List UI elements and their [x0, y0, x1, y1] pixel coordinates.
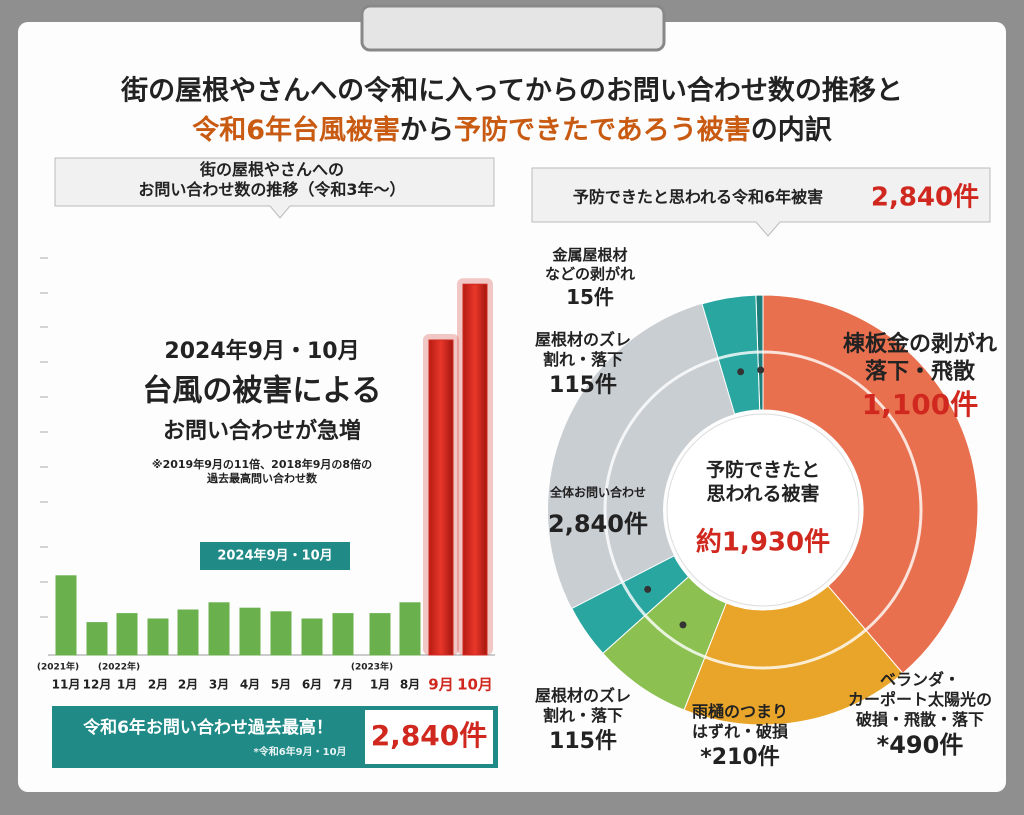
bar	[116, 613, 138, 656]
segment-value: 15件	[566, 285, 614, 309]
right-header-value: 2,840件	[871, 183, 979, 213]
annotation-sub: お問い合わせが急増	[163, 418, 361, 444]
x-tick-label: 11月	[52, 678, 81, 692]
title-part: 令和6年台風被害	[192, 114, 400, 146]
x-tick-label: 12月	[83, 678, 112, 692]
x-tick-label: 8月	[400, 678, 420, 692]
total-value: 2,840件	[548, 510, 648, 538]
x-tick-label: 9月	[428, 676, 453, 694]
segment-value: *210件	[700, 745, 779, 770]
x-tick-label: 2月	[148, 678, 168, 692]
annotation-period: 2024年9月・10月	[164, 338, 359, 364]
footer-value-box	[365, 710, 493, 764]
donut-segment	[762, 294, 979, 675]
badge-box	[200, 542, 350, 570]
badge: 2024年9月・10月	[217, 548, 332, 564]
bar	[55, 575, 77, 656]
bar	[399, 602, 421, 656]
bar	[270, 611, 292, 656]
segment-label: ベランダ・カーポート太陽光の破損・飛散・落下	[848, 670, 992, 729]
center-value: 約1,930件	[696, 527, 830, 558]
x-tick-label: 1月	[117, 678, 137, 692]
x-tick-label: 4月	[240, 678, 260, 692]
bar	[86, 622, 108, 656]
footer-text: 令和6年お問い合わせ過去最高！	[83, 717, 333, 738]
segment-label: 雨樋のつまりはずれ・破損	[692, 702, 789, 741]
segment-label: 金属屋根材などの剥がれ	[545, 246, 635, 283]
year-label: (2023年)	[351, 661, 393, 673]
x-tick-label: 3月	[209, 678, 229, 692]
annotation-note: ※2019年9月の11倍、2018年9月の8倍の過去最高問い合わせ数	[152, 457, 372, 485]
bar	[332, 613, 354, 656]
right-header-box	[531, 167, 991, 237]
x-tick-label: 1月	[370, 678, 390, 692]
bar	[301, 618, 323, 656]
title-part: 予防できたであろう被害	[454, 114, 751, 146]
title: 令和6年台風被害から予防できたであろう被害の内訳	[192, 114, 833, 146]
bar	[428, 339, 454, 656]
segment-value: *490件	[877, 731, 964, 759]
title-part: の内訳	[751, 114, 833, 146]
donut-segment	[683, 585, 904, 726]
bar	[208, 602, 230, 656]
footer-value: 2,840件	[371, 719, 488, 752]
segment-value: 115件	[549, 373, 617, 398]
clip	[360, 4, 666, 52]
segment-label: 屋根材のズレ割れ・落下	[535, 330, 631, 369]
segment-label: 棟板金の剥がれ落下・飛散	[843, 331, 997, 385]
left-header-box	[54, 157, 495, 219]
bar	[147, 618, 169, 656]
segment-value: 1,100件	[862, 388, 979, 421]
x-tick-label: 6月	[302, 678, 322, 692]
bar	[177, 609, 199, 656]
x-tick-label: 2月	[178, 678, 198, 692]
annotation-headline: 台風の被害による	[142, 374, 381, 409]
center-label: 予防できたと思われる被害	[706, 458, 820, 505]
title-part: から	[400, 115, 454, 146]
leader-dot	[644, 585, 652, 593]
leader-dot	[737, 368, 745, 376]
x-tick-label: 7月	[333, 678, 353, 692]
x-tick-label: 10月	[457, 676, 493, 694]
year-label: (2021年)	[37, 661, 79, 673]
x-tick-label: 5月	[271, 678, 291, 692]
ring-divider	[603, 350, 923, 670]
leader-dot	[757, 366, 765, 374]
title: 街の屋根やさんへの令和に入ってからのお問い合わせ数の推移と	[120, 75, 903, 107]
donut-center	[666, 413, 860, 607]
scale-dashes	[40, 257, 48, 618]
segment-value: 115件	[549, 729, 617, 754]
total-caption: 全体お問い合わせ	[549, 485, 646, 500]
leader-dot	[679, 621, 687, 629]
bar	[369, 613, 391, 656]
bar	[462, 283, 488, 656]
year-label: (2022年)	[98, 661, 140, 673]
right-header: 予防できたと思われる令和6年被害	[573, 188, 823, 207]
footer-note: *令和6年9月・10月	[253, 745, 346, 758]
segment-label: 屋根材のズレ割れ・落下	[535, 686, 631, 725]
left-header: 街の屋根やさんへのお問い合わせ数の推移（令和3年〜）	[138, 160, 405, 199]
bar	[239, 607, 261, 656]
